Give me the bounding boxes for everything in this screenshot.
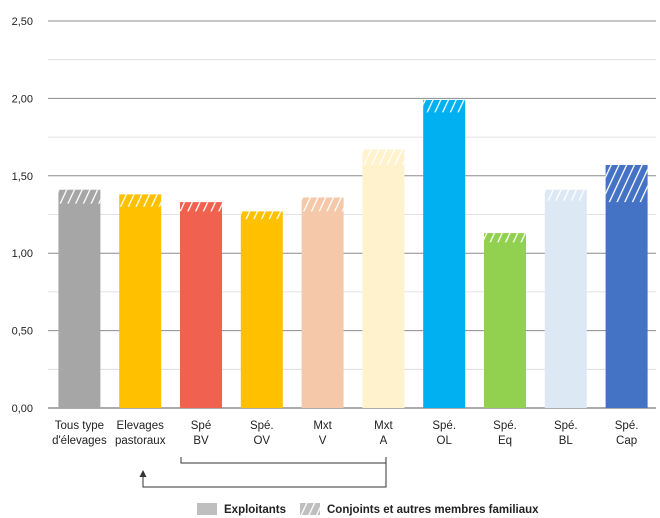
x-category-label: OV [253,435,270,447]
x-category-label: Tous type [55,420,104,432]
legend-swatch-exploitants [197,503,217,515]
x-category-label: BV [193,435,209,447]
y-axis-ticks: 0,00 0,50 1,00 1,50 2,00 2,50 [12,16,33,415]
y-tick-label: 2,50 [12,16,33,28]
bracket-line [180,457,387,464]
bar-exploitants [301,197,344,408]
legend-swatch-conjoints-hatch [300,503,320,515]
x-category-label: BL [559,435,574,447]
bar-conjoints-hatch [58,189,101,204]
x-category-label: Spé. [493,420,517,432]
x-axis-labels: Tous type d'élevages Elevages pastoraux Spé B… [52,420,638,447]
x-category-label: pastoraux [115,435,166,447]
bar-conjoints-hatch [119,194,162,207]
bar-conjoints-hatch [544,189,587,201]
grouping-bracket [139,457,387,488]
x-category-label: Spé. [554,420,578,432]
x-category-label: A [380,435,388,447]
x-category-label: Elevages [117,420,165,432]
bar-exploitants [605,164,648,408]
y-tick-label: 2,00 [12,93,33,105]
x-category-label: Spé. [615,420,639,432]
bar-exploitants [119,194,162,408]
bar-exploitants [362,149,405,408]
bar-exploitants [240,211,283,408]
bracket-arrow-line [142,463,387,488]
y-tick-label: 1,50 [12,171,33,183]
bar-exploitants [180,202,222,408]
bar-conjoints-hatch [484,233,526,243]
bar-exploitants [484,233,526,408]
x-category-label: Spé [191,420,211,432]
x-category-label: d'élevages [52,435,107,447]
bar-conjoints-hatch [301,197,344,212]
x-category-label: Cap [616,435,637,447]
x-category-label: Spé. [432,420,456,432]
bar-exploitants [423,99,466,408]
bars [58,99,648,408]
bar-conjoints-hatch [362,149,405,165]
x-category-label: V [319,435,327,447]
legend: Exploitants Conjoints et autres membres … [197,503,539,516]
legend-label-exploitants: Exploitants [224,504,286,516]
legend-label-conjoints: Conjoints et autres membres familiaux [327,504,539,516]
bar-conjoints-hatch [240,211,283,220]
bar-exploitants [544,189,587,408]
x-category-label: Mxt [374,420,393,432]
bar-exploitants [58,189,101,408]
y-tick-label: 0,00 [12,403,33,415]
x-category-label: OL [437,435,453,447]
arrow-head-icon [139,470,147,477]
x-category-label: Mxt [313,420,332,432]
bar-conjoints-hatch [423,99,466,113]
bar-conjoints-hatch [180,202,222,212]
bar-conjoints-hatch [605,164,648,203]
y-tick-label: 1,00 [12,248,33,260]
x-category-label: Spé. [250,420,274,432]
x-category-label: Eq [498,435,512,447]
y-tick-label: 0,50 [12,326,33,338]
